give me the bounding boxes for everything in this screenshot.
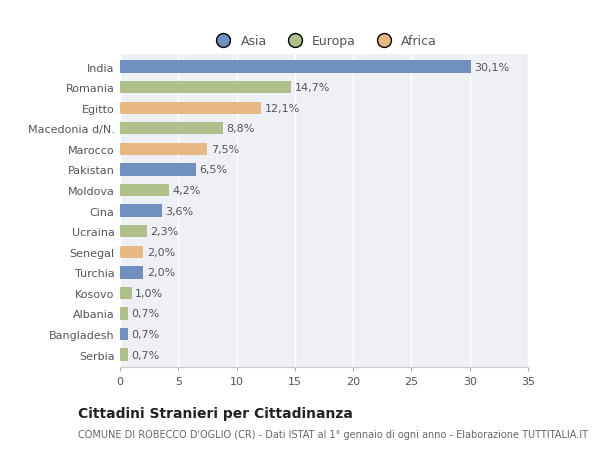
Text: 14,7%: 14,7% [295,83,330,93]
Text: Cittadini Stranieri per Cittadinanza: Cittadini Stranieri per Cittadinanza [78,406,353,420]
Bar [120,143,208,156]
Text: 4,2%: 4,2% [172,185,201,196]
Bar [120,102,261,115]
Text: COMUNE DI ROBECCO D'OGLIO (CR) - Dati ISTAT al 1° gennaio di ogni anno - Elabora: COMUNE DI ROBECCO D'OGLIO (CR) - Dati IS… [78,429,588,439]
Legend: Asia, Europa, Africa: Asia, Europa, Africa [206,30,442,53]
Bar [120,82,292,94]
Text: 2,0%: 2,0% [147,247,175,257]
Bar [120,308,128,320]
Bar [120,164,196,176]
Text: 1,0%: 1,0% [135,288,163,298]
Bar [120,267,143,279]
Bar [120,225,147,238]
Text: 3,6%: 3,6% [166,206,194,216]
Bar [120,287,131,299]
Text: 0,7%: 0,7% [131,330,160,339]
Bar [120,185,169,197]
Text: 0,7%: 0,7% [131,309,160,319]
Bar [120,246,143,258]
Bar [120,123,223,135]
Bar [120,328,128,341]
Text: 6,5%: 6,5% [199,165,227,175]
Text: 2,0%: 2,0% [147,268,175,278]
Bar [120,349,128,361]
Text: 2,3%: 2,3% [151,227,179,237]
Text: 0,7%: 0,7% [131,350,160,360]
Text: 7,5%: 7,5% [211,145,239,155]
Text: 30,1%: 30,1% [475,62,509,73]
Bar [120,205,162,217]
Text: 12,1%: 12,1% [265,103,300,113]
Bar [120,61,471,73]
Text: 8,8%: 8,8% [226,124,254,134]
